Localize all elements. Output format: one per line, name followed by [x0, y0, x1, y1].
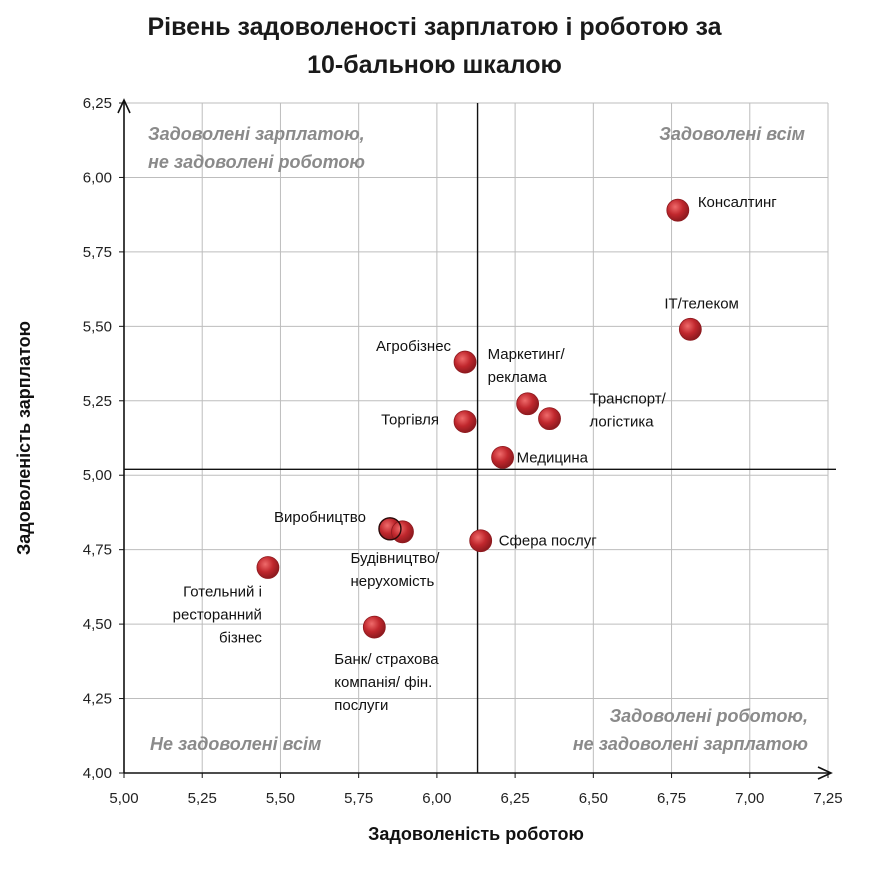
y-tick-label-1: 4,25: [83, 691, 112, 708]
quadrant-label-top-right-line-0: Задоволені всім: [659, 124, 805, 144]
y-tick-label-5: 5,25: [83, 393, 112, 410]
point-label-1-line-0: IT/телеком: [664, 295, 739, 312]
chart-title: Рівень задоволеності зарплатою і роботою…: [0, 8, 869, 84]
x-tick-label-1: 5,25: [188, 790, 217, 807]
point-label-4-line-1: логістика: [590, 414, 655, 431]
x-tick-label-2: 5,50: [266, 790, 295, 807]
y-tick-label-8: 6,00: [83, 169, 112, 186]
data-point-4: [538, 407, 561, 431]
x-tick-label-7: 6,75: [657, 790, 686, 807]
point-label-10: Готельний і ресторанний бізнес: [173, 584, 263, 647]
point-label-8-line-0: Будівництво/: [350, 550, 440, 567]
y-axis-title: Задоволеність зарплатою: [14, 321, 34, 555]
grid-lines: [123, 102, 829, 774]
y-tick-label-2: 4,50: [83, 616, 112, 633]
data-point-outline-7: [378, 517, 402, 541]
y-axis-arrow: [117, 98, 131, 114]
x-tick-labels: 5,00 5,25 5,50 5,75 6,00 6,25 6,50 6,75 7,00 7,25: [109, 790, 842, 807]
point-label-7: Виробництво: [274, 509, 366, 526]
quadrant-label-bottom-left-line-0: Не задоволені всім: [150, 734, 321, 754]
point-labels: Консалтинг IT/телеком Агробізнес Маркетинг/…: [173, 194, 778, 714]
data-point-11: [362, 615, 386, 639]
quadrant-labels: Задоволені зарплатою, не задоволені робот…: [148, 124, 808, 754]
point-label-10-line-1: ресторанний: [173, 607, 262, 624]
axes: [117, 98, 833, 780]
point-label-4: Транспорт/логістика: [590, 391, 667, 431]
point-label-2: Агробізнес: [376, 338, 452, 355]
point-label-9-line-0: Сфера послуг: [499, 533, 598, 550]
point-label-2-line-0: Агробізнес: [376, 338, 452, 355]
point-label-1: IT/телеком: [664, 295, 739, 312]
quadrant-label-top-left-line-0: Задоволені зарплатою,: [148, 124, 365, 144]
point-label-11-line-1: компанія/ фін.: [334, 674, 432, 691]
x-tick-label-3: 5,75: [344, 790, 373, 807]
data-point-6: [491, 445, 514, 469]
quadrant-label-bottom-right-line-0: Задоволені роботою,: [610, 706, 808, 726]
chart-title-line-2: 10-бальною шкалою: [307, 51, 562, 79]
point-label-0-line-0: Консалтинг: [698, 194, 777, 211]
point-label-9: Сфера послуг: [499, 533, 598, 550]
point-label-0: Консалтинг: [698, 194, 777, 211]
x-tick-label-0: 5,00: [109, 790, 138, 807]
x-tick-label-8: 7,00: [735, 790, 764, 807]
y-tick-label-3: 4,75: [83, 542, 112, 559]
data-point-2: [453, 350, 477, 374]
point-label-3-line-1: реклама: [488, 369, 548, 386]
point-label-8: Будівництво/нерухомість: [350, 550, 440, 590]
y-tick-label-4: 5,00: [83, 467, 112, 484]
point-label-11-line-2: послуги: [334, 697, 388, 714]
x-tick-label-9: 7,25: [813, 790, 842, 807]
y-tick-label-9: 6,25: [83, 95, 112, 112]
x-tick-label-6: 6,50: [579, 790, 608, 807]
quadrant-label-top-left: Задоволені зарплатою, не задоволені робот…: [148, 124, 365, 172]
point-label-5-line-0: Торгівля: [381, 412, 439, 429]
y-tick-label-6: 5,50: [83, 318, 112, 335]
data-point-8: [391, 520, 414, 544]
point-label-8-line-1: нерухомість: [350, 573, 434, 590]
x-axis-title: Задоволеність роботою: [368, 824, 584, 844]
data-point-5: [453, 410, 477, 434]
quadrant-label-top-left-line-1: не задоволені роботою: [148, 152, 365, 172]
y-tick-labels: 4,00 4,25 4,50 4,75 5,00 5,25 5,50 5,75 6,00 6,25: [83, 95, 112, 782]
point-label-3-line-0: Маркетинг/: [488, 346, 566, 363]
data-point-3: [516, 392, 540, 416]
reference-lines: [124, 103, 836, 773]
quadrant-label-top-right: Задоволені всім: [659, 124, 805, 144]
point-label-5: Торгівля: [381, 412, 439, 429]
y-tick-label-0: 4,00: [83, 765, 112, 782]
quadrant-label-bottom-right-line-1: не задоволені зарплатою: [573, 734, 808, 754]
point-label-10-line-0: Готельний і: [183, 584, 262, 601]
data-point-9: [469, 529, 493, 553]
chart-title-line-1: Рівень задоволеності зарплатою і роботою…: [147, 13, 722, 41]
point-label-6-line-0: Медицина: [517, 449, 589, 466]
quadrant-label-bottom-left: Не задоволені всім: [150, 734, 321, 754]
point-label-7-line-0: Виробництво: [274, 509, 366, 526]
data-point-0: [666, 198, 690, 222]
point-label-6: Медицина: [517, 449, 589, 466]
point-label-11-line-0: Банк/ страхова: [334, 651, 439, 668]
data-points: [256, 198, 702, 639]
x-axis-arrow: [817, 766, 833, 780]
point-label-11: Банк/ страхова компанія/ фін. послуги: [334, 651, 439, 714]
point-label-10-line-2: бізнес: [219, 630, 262, 647]
y-tick-label-7: 5,75: [83, 244, 112, 261]
x-tick-label-4: 6,00: [422, 790, 451, 807]
point-label-4-line-0: Транспорт/: [590, 391, 667, 408]
data-point-10: [256, 556, 280, 579]
data-point-1: [678, 317, 702, 341]
x-tick-label-5: 6,25: [501, 790, 530, 807]
quadrant-label-bottom-right: Задоволені роботою, не задоволені зарплат…: [573, 706, 808, 754]
point-label-3: Маркетинг/реклама: [488, 346, 566, 386]
